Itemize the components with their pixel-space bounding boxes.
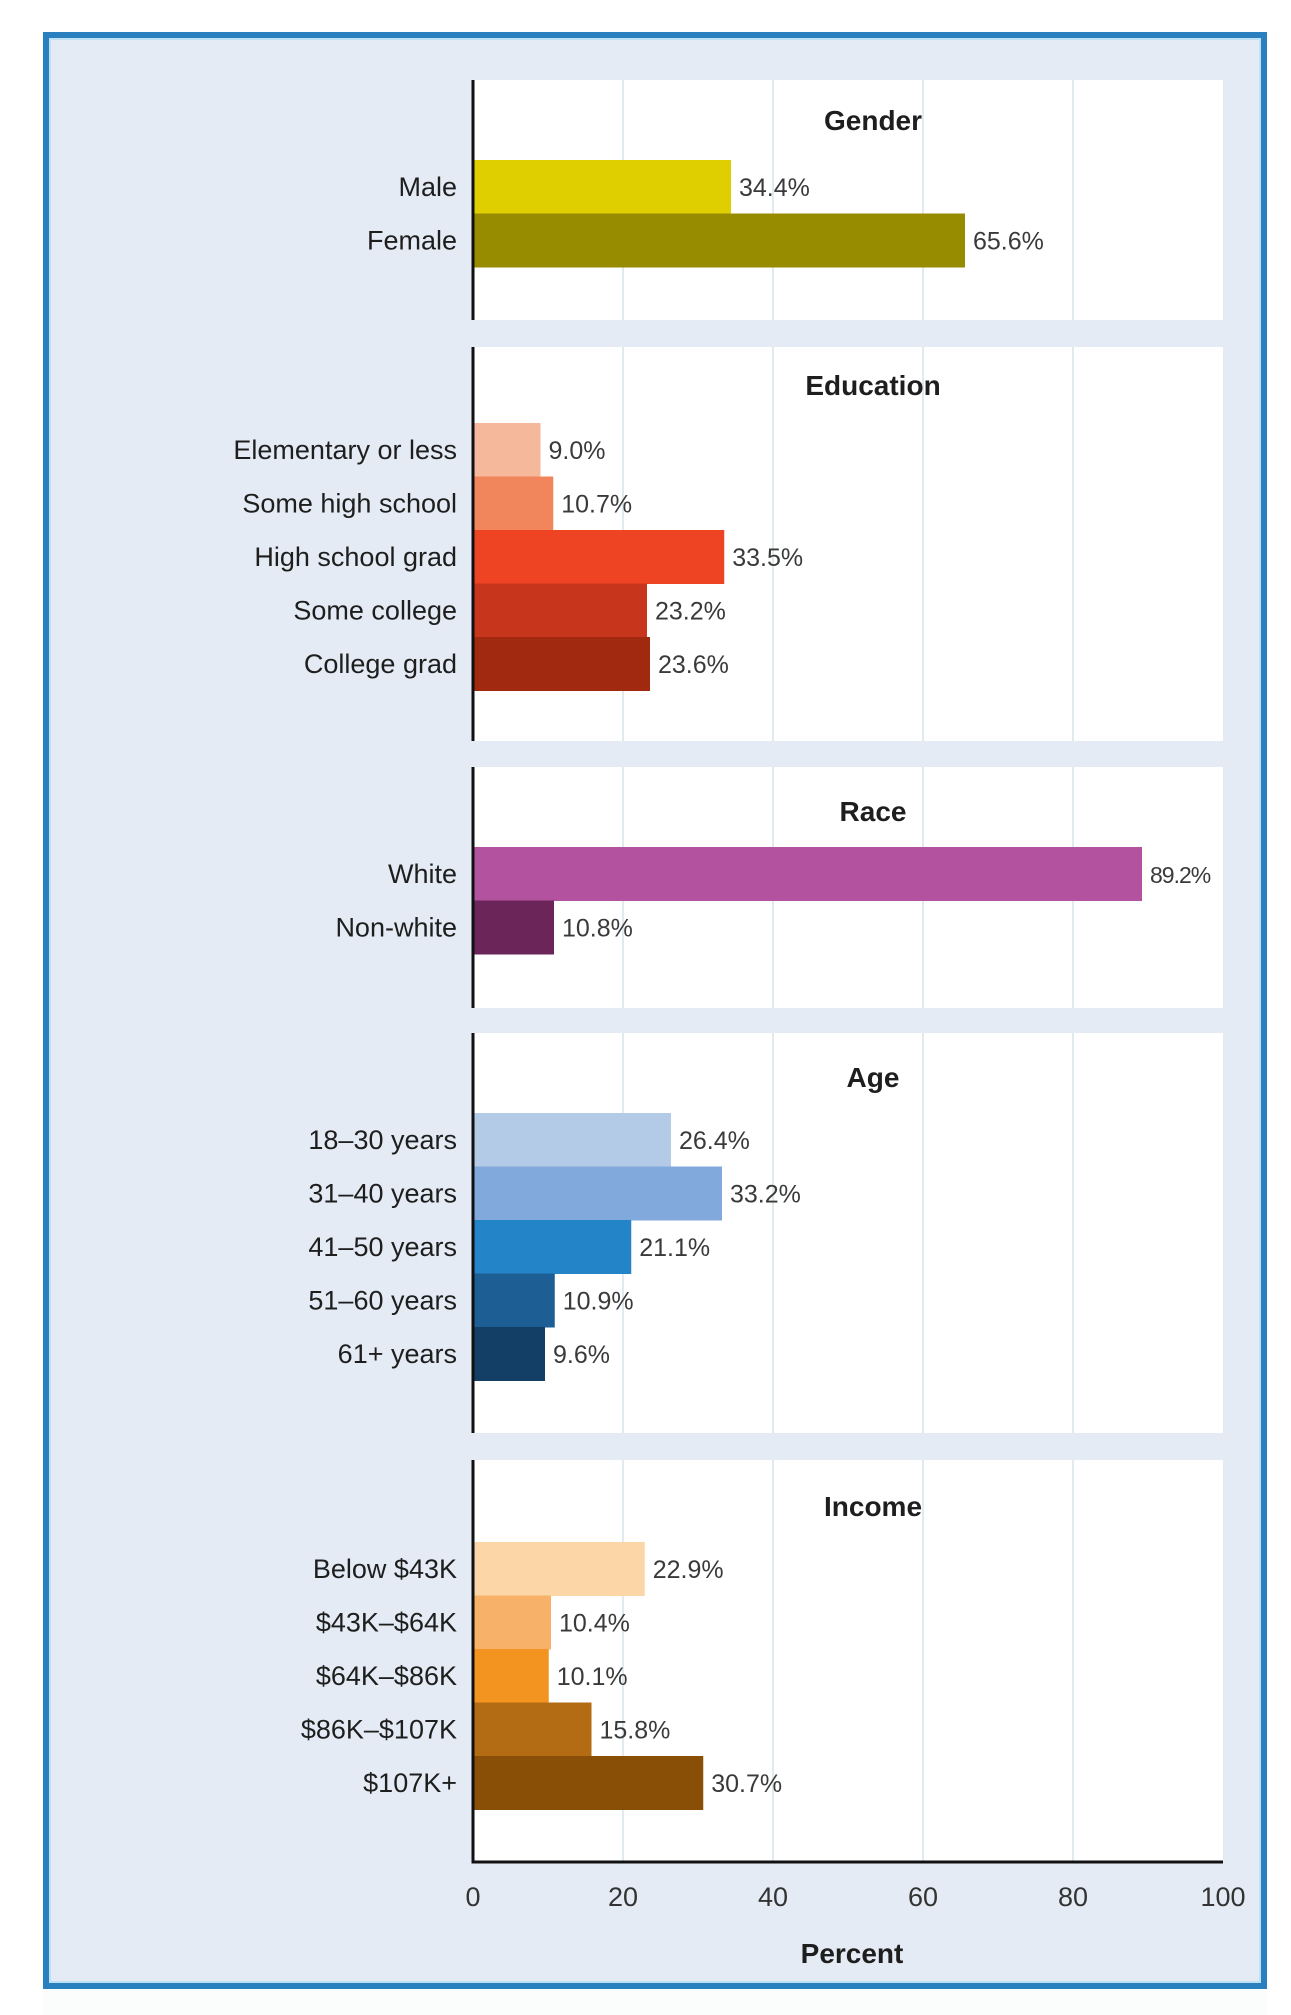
value-label: 33.2%: [730, 1180, 801, 1208]
category-label: $43K–$64K: [316, 1607, 457, 1637]
x-tick-label: 20: [608, 1882, 638, 1912]
category-label: Some college: [293, 595, 457, 625]
x-axis-title: Percent: [801, 1938, 904, 1969]
value-label: 26.4%: [679, 1127, 750, 1155]
bar: [473, 1649, 549, 1703]
category-label: White: [388, 859, 457, 889]
value-label: 89.2%: [1150, 862, 1211, 888]
value-label: 9.0%: [549, 437, 606, 465]
bar: [473, 1113, 671, 1167]
category-label: 41–50 years: [308, 1232, 457, 1262]
value-label: 10.4%: [559, 1609, 630, 1637]
bar: [473, 160, 731, 214]
category-label: Non-white: [335, 912, 457, 942]
category-label: Some high school: [242, 488, 457, 518]
value-label: 9.6%: [553, 1341, 610, 1369]
value-label: 30.7%: [711, 1770, 782, 1798]
x-tick-label: 60: [908, 1882, 938, 1912]
bar: [473, 1595, 551, 1650]
panel-title: Gender: [824, 105, 922, 136]
category-label: College grad: [304, 649, 457, 679]
panel-gender: Gender Male 34.4% Female 65.6%: [367, 80, 1223, 320]
bar: [473, 900, 554, 955]
bar: [473, 1166, 722, 1221]
category-label: 31–40 years: [308, 1178, 457, 1208]
category-label: 61+ years: [338, 1339, 457, 1369]
bar: [473, 583, 647, 638]
category-label: $86K–$107K: [301, 1714, 457, 1744]
category-label: Male: [398, 172, 457, 202]
category-label: Below $43K: [313, 1554, 457, 1584]
bar: [473, 1702, 592, 1757]
category-label: $64K–$86K: [316, 1661, 457, 1691]
value-label: 15.8%: [600, 1716, 671, 1744]
bar: [473, 423, 541, 477]
category-label: $107K+: [363, 1768, 457, 1798]
value-label: 34.4%: [739, 174, 810, 202]
value-label: 22.9%: [653, 1556, 724, 1584]
panel-age: Age 18–30 years 26.4% 31–40 years 33.2% 41–50…: [308, 1033, 1223, 1433]
category-label: Female: [367, 225, 457, 255]
bar: [473, 1220, 632, 1274]
value-label: 65.6%: [973, 227, 1044, 255]
x-tick-label: 40: [758, 1882, 788, 1912]
panel-title: Education: [805, 370, 940, 401]
bottom-strip: [43, 1990, 1267, 2015]
bar: [473, 476, 554, 531]
category-label: 51–60 years: [308, 1285, 457, 1315]
category-label: Elementary or less: [233, 435, 457, 465]
bar: [473, 213, 965, 268]
value-label: 10.9%: [563, 1287, 634, 1315]
value-label: 33.5%: [732, 544, 803, 572]
x-tick-label: 0: [465, 1882, 480, 1912]
bar: [473, 637, 650, 691]
panels-layer: Gender Male 34.4% Female 65.6% Education Eleme…: [233, 80, 1223, 1864]
bar: [473, 1327, 545, 1381]
x-axis: Percent 0 20 40 60 80 100: [465, 1860, 1246, 1969]
bar: [473, 847, 1142, 901]
value-label: 10.1%: [557, 1663, 628, 1691]
x-tick-label: 80: [1058, 1882, 1088, 1912]
bar: [473, 530, 725, 584]
value-label: 10.7%: [561, 490, 632, 518]
panel-income: Income Below $43K 22.9% $43K–$64K 10.4% $64K–…: [301, 1460, 1223, 1864]
panel-race: Race White 89.2% Non-white 10.8%: [335, 767, 1223, 1008]
value-label: 21.1%: [639, 1234, 710, 1262]
bar: [473, 1542, 645, 1596]
panel-title: Income: [824, 1491, 922, 1522]
panel-title: Race: [840, 796, 907, 827]
value-label: 23.6%: [658, 651, 729, 679]
category-label: 18–30 years: [308, 1125, 457, 1155]
x-tick-label: 100: [1200, 1882, 1245, 1912]
bar: [473, 1756, 704, 1810]
category-label: High school grad: [254, 542, 457, 572]
panel-title: Age: [847, 1062, 900, 1093]
bar: [473, 1273, 555, 1328]
panel-education: Education Elementary or less 9.0% Some high…: [233, 347, 1223, 741]
value-label: 23.2%: [655, 597, 726, 625]
value-label: 10.8%: [562, 914, 633, 942]
